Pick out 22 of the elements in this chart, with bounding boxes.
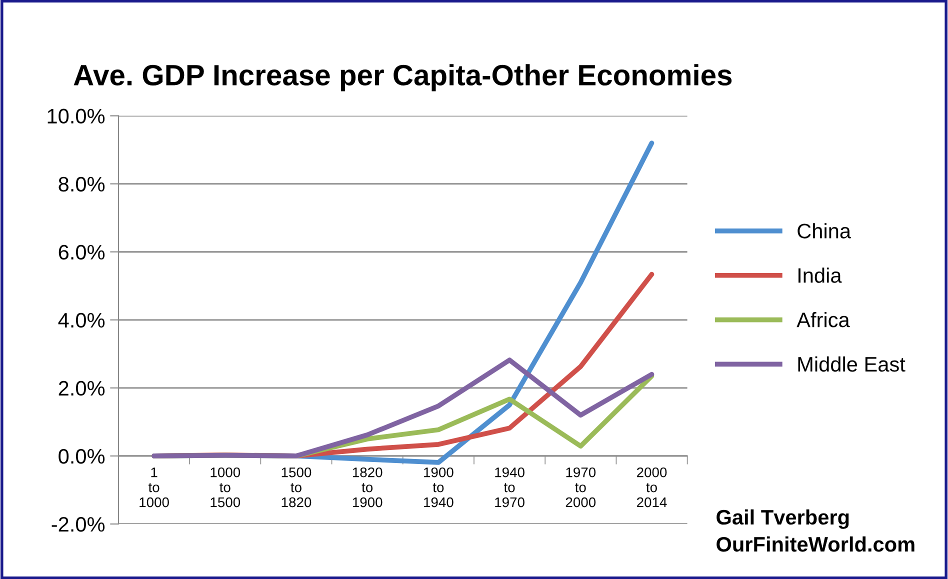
y-tick-label: -2.0% (52, 516, 105, 532)
x-tick-label: 1820 to 1900 (352, 467, 382, 508)
text: Gail Tverberg OurFiniteWorld.com (716, 509, 914, 552)
y-tick-label: 4.0% (58, 312, 105, 328)
x-tick-label: 1970 to 2000 (566, 467, 596, 508)
y-tick-label: 6.0% (58, 244, 105, 260)
legend-label: Africa (796, 312, 850, 328)
y-tick-label: 8.0% (58, 176, 105, 192)
y-tick-label: 2.0% (58, 380, 105, 396)
legend-label: India (798, 268, 842, 283)
x-tick-label: 2000 to 2014 (637, 467, 667, 508)
x-tick-label: 1 to 1000 (140, 468, 169, 508)
x-tick-label: 1000 to 1500 (210, 467, 240, 508)
legend-label: China (798, 223, 852, 238)
legend-label: Middle East (798, 356, 906, 372)
x-tick-label: 1900 to 1940 (424, 467, 454, 508)
line-series (152, 358, 654, 458)
y-tick-label: 0.0% (58, 448, 105, 464)
x-tick-label: 1940 to 1970 (495, 467, 524, 508)
chart-title: Ave. GDP Increase per Capita-Other Economies (74, 64, 732, 92)
x-tick-label: 1500 to 1820 (282, 467, 312, 508)
y-tick-label: 10.0% (48, 108, 105, 124)
